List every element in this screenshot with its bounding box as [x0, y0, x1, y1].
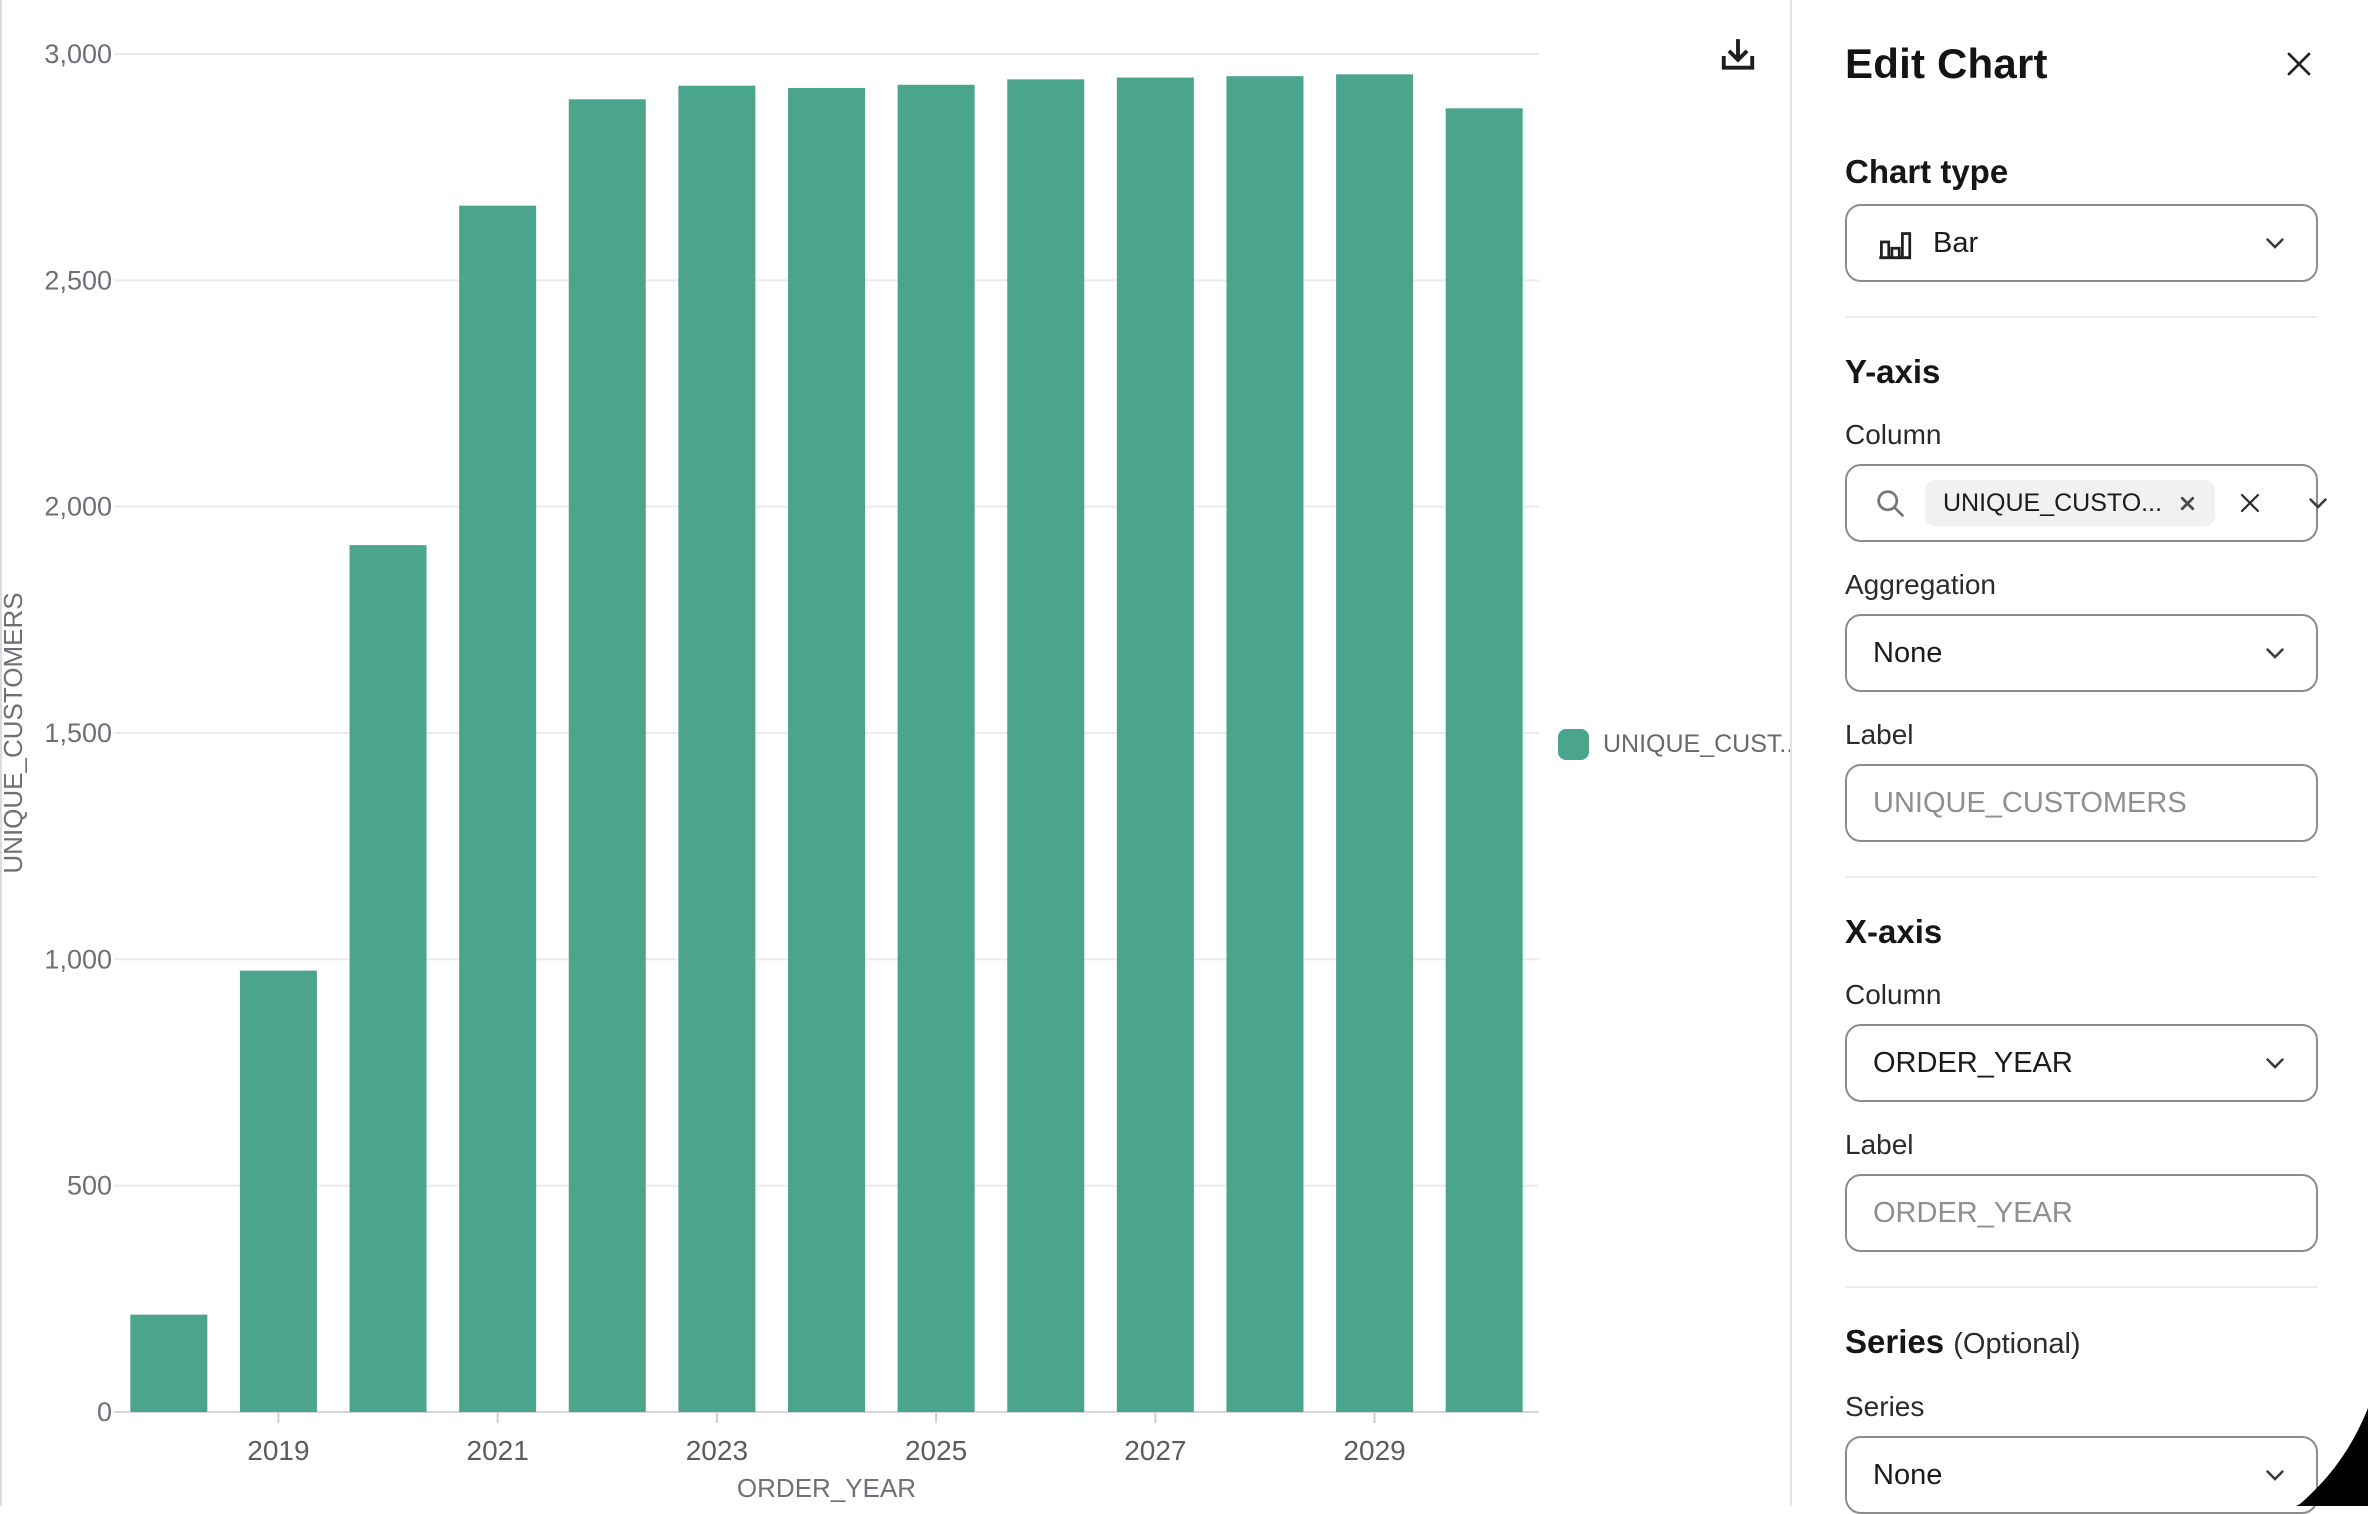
legend-label: UNIQUE_CUST... [1603, 730, 1801, 758]
edit-chart-panel: Edit Chart Chart type Bar Y-axis Column [1790, 0, 2368, 1514]
y-tick-label: 1,500 [44, 718, 112, 748]
download-icon [1716, 34, 1760, 78]
series-heading: Series (Optional) [1845, 1322, 2318, 1364]
chevron-down-icon [2260, 638, 2290, 668]
section-divider [1845, 1286, 2318, 1288]
y-column-label: Column [1845, 419, 1942, 450]
y-label-input[interactable] [1845, 764, 2318, 842]
y-axis-title: UNIQUE_CUSTOMERS [0, 592, 28, 873]
bar-2018[interactable] [130, 1314, 208, 1412]
bar-2027[interactable] [1116, 77, 1194, 1412]
x-tick-label: 2025 [905, 1435, 967, 1466]
series-optional-text: (Optional) [1953, 1328, 2081, 1360]
aggregation-select[interactable]: None [1845, 614, 2318, 692]
bar-2021[interactable] [459, 205, 537, 1413]
bar-2020[interactable] [349, 545, 427, 1412]
bar-chart-icon [1873, 222, 1915, 264]
y-tick-label: 2,000 [44, 492, 112, 522]
chart-type-select[interactable]: Bar [1845, 204, 2318, 282]
clear-selection-icon[interactable] [2233, 486, 2267, 520]
chevron-down-icon [2260, 228, 2290, 258]
x-tick-label: 2023 [686, 1435, 748, 1466]
section-divider [1845, 876, 2318, 878]
bar-2028[interactable] [1226, 76, 1304, 1412]
series-value: None [1873, 1458, 1943, 1491]
close-panel-button[interactable] [2280, 45, 2318, 83]
x-column-value: ORDER_YEAR [1873, 1046, 2073, 1079]
bar-2029[interactable] [1336, 74, 1414, 1413]
section-divider [1845, 316, 2318, 318]
series-heading-text: Series [1845, 1323, 1945, 1360]
bar-2024[interactable] [788, 87, 865, 1413]
x-column-select[interactable]: ORDER_YEAR [1845, 1024, 2318, 1102]
chevron-down-icon [2260, 1460, 2290, 1490]
y-axis-heading: Y-axis [1845, 353, 1941, 390]
y-label-label: Label [1845, 719, 1914, 750]
aggregation-label: Aggregation [1845, 569, 1997, 600]
x-label-label: Label [1845, 1129, 1914, 1160]
y-column-chip-label: UNIQUE_CUSTO... [1943, 488, 2163, 517]
y-tick-label: 1,000 [44, 944, 112, 974]
x-column-label: Column [1845, 979, 1942, 1010]
search-icon [1873, 486, 1907, 520]
bar-2022[interactable] [568, 99, 646, 1412]
chevron-down-icon [2260, 1048, 2290, 1078]
y-tick-label: 3,000 [44, 39, 112, 69]
series-label: Series [1845, 1391, 1925, 1422]
panel-title: Edit Chart [1845, 40, 2048, 87]
chart-type-value: Bar [1933, 226, 1979, 259]
y-tick-label: 500 [67, 1171, 112, 1201]
x-tick-label: 2019 [247, 1435, 309, 1466]
bar-chart: 0 500 1,000 1,500 2,000 2,500 3,000 2019 2021 202… [0, 39, 1539, 1503]
x-axis-title: ORDER_YEAR [737, 1473, 916, 1503]
y-column-chip[interactable]: UNIQUE_CUSTO... [1925, 480, 2216, 526]
bar-2023[interactable] [678, 85, 756, 1413]
x-tick-label: 2021 [467, 1435, 529, 1466]
bar-2030[interactable] [1445, 108, 1523, 1413]
y-tick-label: 2,500 [44, 265, 112, 295]
series-select[interactable]: None [1845, 1436, 2318, 1514]
legend-swatch-icon [1558, 729, 1589, 760]
chevron-down-icon [2303, 488, 2333, 518]
panel-header: Edit Chart [1845, 40, 2318, 88]
bar-2019[interactable] [239, 970, 317, 1412]
y-column-select[interactable]: UNIQUE_CUSTO... [1845, 464, 2327, 542]
close-icon [2280, 45, 2318, 83]
download-chart-button[interactable] [1712, 30, 1764, 82]
bar-2025[interactable] [897, 84, 975, 1412]
chart-pane: 0 500 1,000 1,500 2,000 2,500 3,000 2019 2021 202… [0, 0, 1800, 1506]
x-tick-label: 2029 [1343, 1435, 1405, 1466]
chart-type-heading: Chart type [1845, 153, 2009, 190]
legend-item[interactable]: UNIQUE_CUST... [1558, 729, 1800, 760]
x-label-input[interactable] [1845, 1174, 2318, 1252]
bar-2026[interactable] [1007, 79, 1085, 1412]
x-axis-heading: X-axis [1845, 913, 1943, 950]
left-edge-divider [0, 0, 2, 1506]
x-tick-label: 2027 [1124, 1435, 1186, 1466]
chip-remove-icon[interactable] [2178, 494, 2197, 513]
y-tick-label: 0 [97, 1397, 112, 1427]
aggregation-value: None [1873, 636, 1943, 669]
